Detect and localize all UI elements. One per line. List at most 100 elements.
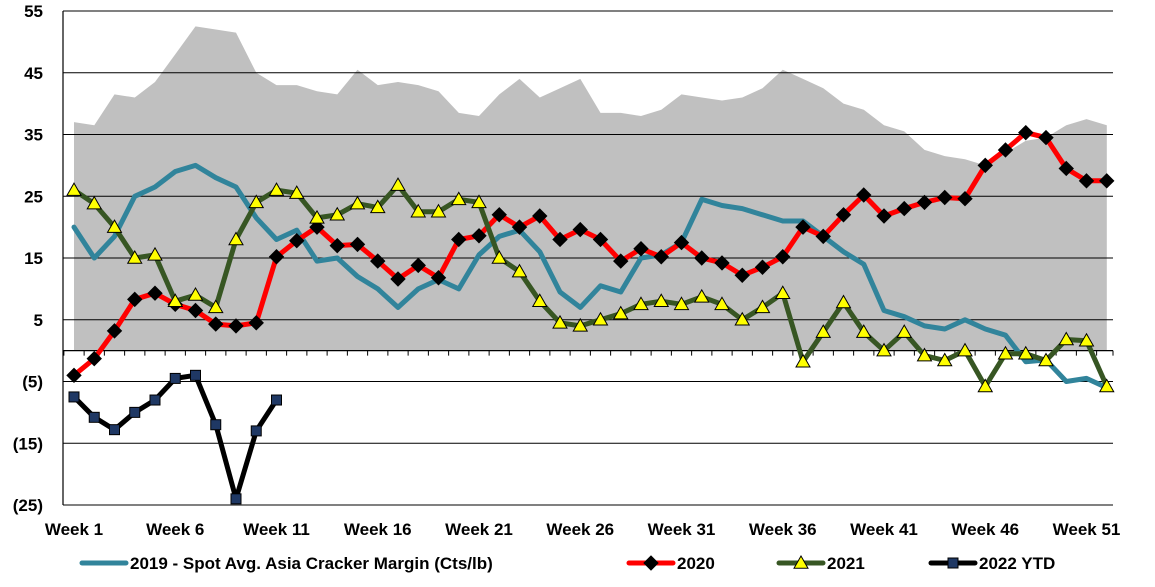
data-point-2021 — [207, 299, 224, 314]
data-point-2020 — [643, 555, 659, 571]
y-tick-label: (25) — [13, 496, 43, 515]
series-2020 — [66, 124, 1115, 384]
data-point-2022 — [68, 391, 80, 403]
data-point-2021 — [147, 246, 163, 261]
legend-label: 2020 — [677, 554, 715, 573]
series-2021-line — [71, 182, 1110, 389]
data-point-2021 — [795, 353, 811, 368]
data-point-2020 — [1038, 129, 1054, 146]
data-point-2021 — [167, 293, 184, 307]
data-point-2020 — [248, 315, 264, 331]
data-point-2020 — [937, 189, 953, 206]
data-point-2021 — [673, 296, 690, 311]
data-point-2021 — [248, 194, 265, 209]
data-point-2020 — [390, 271, 406, 287]
data-point-2020 — [856, 187, 872, 203]
data-point-2020 — [633, 241, 649, 257]
data-point-2021 — [126, 249, 143, 264]
legend-label: 2019 - Spot Avg. Asia Cracker Margin (Ct… — [130, 554, 493, 573]
data-point-2021 — [450, 191, 467, 206]
data-point-2021 — [936, 352, 953, 367]
data-point-2021 — [106, 219, 123, 233]
legend-item-2022-ytd: 2022 YTD — [928, 554, 1055, 573]
y-tick-label: 15 — [24, 249, 43, 268]
data-point-2020 — [876, 208, 892, 224]
data-point-2021 — [916, 347, 933, 362]
data-point-2021 — [876, 342, 892, 357]
x-tick-label: Week 41 — [850, 520, 918, 539]
data-point-2021 — [369, 199, 386, 214]
data-point-2020 — [572, 221, 588, 238]
data-point-2020 — [916, 194, 933, 211]
data-point-2021 — [288, 185, 305, 199]
y-axis-ticks: 55 45 35 25 15 5 (5) (15) (25) — [13, 2, 43, 515]
data-point-2021 — [1078, 332, 1095, 347]
legend-item-2019: 2019 - Spot Avg. Asia Cracker Margin (Ct… — [79, 554, 493, 573]
x-tick-label: Week 26 — [546, 520, 614, 539]
data-point-2021 — [531, 293, 548, 307]
data-point-2020 — [1099, 173, 1115, 189]
x-tick-label: Week 21 — [445, 520, 513, 539]
data-point-2020 — [268, 249, 285, 265]
data-point-2021 — [855, 324, 872, 338]
y-tick-label: 45 — [24, 64, 43, 83]
series-2019 — [71, 162, 1110, 391]
data-point-2021 — [329, 206, 346, 221]
data-point-2021 — [734, 311, 751, 326]
data-point-2020 — [208, 316, 224, 332]
x-tick-label: Week 1 — [45, 520, 103, 539]
data-point-2020 — [106, 323, 123, 339]
legend-item-2021: 2021 — [776, 554, 865, 573]
data-point-2021 — [714, 296, 730, 311]
data-point-2020 — [754, 259, 771, 275]
data-point-2021 — [1058, 331, 1075, 346]
data-point-2020 — [592, 231, 609, 248]
data-point-2021 — [754, 299, 771, 314]
series-lines — [66, 124, 1115, 505]
series-2020-line — [71, 130, 1110, 378]
data-point-2021 — [815, 324, 832, 338]
data-point-2022 — [210, 419, 222, 431]
y-tick-label: (15) — [13, 434, 43, 453]
data-point-2021 — [653, 293, 670, 307]
data-point-2020 — [1058, 160, 1074, 177]
data-point-2020 — [1018, 124, 1034, 141]
x-tick-label: Week 16 — [344, 520, 412, 539]
legend-label: 2022 YTD — [979, 554, 1055, 573]
legend: 2019 - Spot Avg. Asia Cracker Margin (Ct… — [79, 554, 1055, 573]
data-point-2021 — [977, 378, 994, 393]
data-point-2022 — [250, 425, 262, 437]
data-point-2020 — [511, 219, 528, 235]
series-2022-ytd — [68, 369, 282, 505]
data-point-2020 — [815, 228, 831, 245]
data-point-2022 — [190, 369, 201, 381]
data-point-2021 — [349, 195, 366, 210]
data-point-2022 — [149, 394, 161, 406]
data-point-2020 — [835, 207, 852, 223]
data-point-2022 — [230, 493, 242, 505]
data-point-2022 — [271, 394, 282, 406]
data-point-2020 — [228, 318, 244, 334]
legend-label: 2021 — [827, 554, 865, 573]
data-point-2022 — [109, 424, 120, 436]
data-point-2020 — [613, 253, 629, 269]
data-point-2021 — [410, 203, 427, 218]
data-point-2021 — [86, 195, 103, 210]
data-point-2021 — [471, 194, 487, 209]
data-point-2021 — [774, 285, 791, 299]
data-point-2020 — [694, 250, 710, 266]
data-point-2020 — [896, 200, 912, 217]
x-tick-label: Week 51 — [1053, 520, 1121, 539]
data-point-2021 — [552, 314, 568, 329]
data-point-2021 — [633, 296, 649, 311]
data-point-2020 — [187, 302, 204, 319]
data-point-2021 — [612, 305, 629, 320]
range-band — [74, 26, 1107, 351]
legend-item-2020: 2020 — [626, 554, 715, 573]
data-point-2021 — [693, 288, 710, 303]
data-point-2020 — [471, 228, 487, 244]
data-point-2021 — [228, 231, 244, 246]
y-tick-label: 25 — [24, 187, 43, 206]
data-point-2021 — [1038, 352, 1054, 367]
